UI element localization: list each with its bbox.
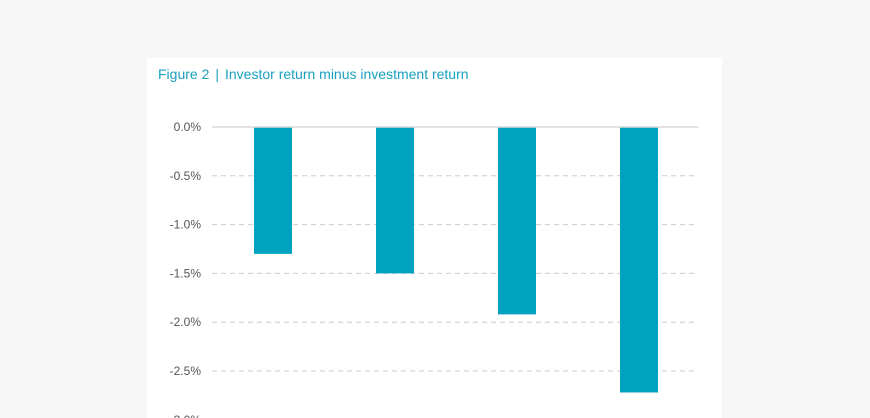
y-tick-label: -3.0% xyxy=(170,413,202,418)
bar xyxy=(376,127,414,274)
bar xyxy=(254,127,292,254)
y-tick-label: -1.0% xyxy=(170,218,202,232)
y-tick-label: -0.5% xyxy=(170,169,202,183)
y-tick-label: -2.0% xyxy=(170,315,202,329)
y-tick-label: -2.5% xyxy=(170,364,202,378)
y-tick-label: 0.0% xyxy=(174,120,202,134)
figure-label: Figure 2 xyxy=(158,66,210,82)
bar xyxy=(498,127,536,315)
chart-title: Investor return minus investment return xyxy=(225,66,469,82)
y-tick-label: -1.5% xyxy=(170,266,202,280)
title-separator: | xyxy=(215,66,219,82)
figure-title: Figure 2 | Investor return minus investmen… xyxy=(158,66,469,82)
bar xyxy=(620,127,658,393)
